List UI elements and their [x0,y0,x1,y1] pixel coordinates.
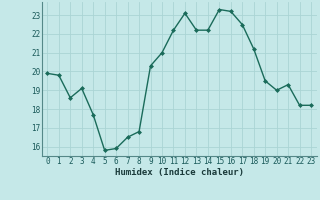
X-axis label: Humidex (Indice chaleur): Humidex (Indice chaleur) [115,168,244,177]
